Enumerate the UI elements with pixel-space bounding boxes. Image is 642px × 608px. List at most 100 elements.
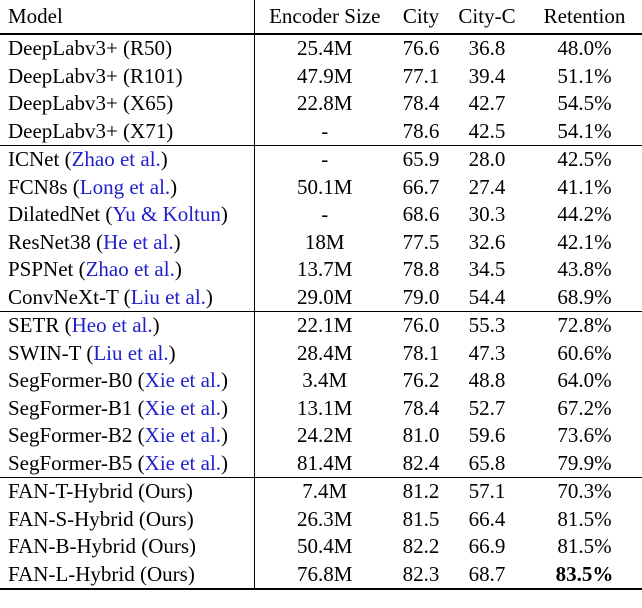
- retention-cell: 81.5%: [557, 506, 612, 531]
- model-cell: DeepLabv3+ (R50): [0, 34, 255, 63]
- city-miou-cell: 76.0: [395, 311, 447, 340]
- city-c-miou-cell: 47.3: [468, 340, 506, 365]
- table-row: SegFormer-B0 (Xie et al.) 3.4M 76.2 48.8 64.…: [0, 367, 642, 395]
- citation-link[interactable]: Liu et al.: [130, 284, 206, 309]
- model-cell: SegFormer-B1 (Xie et al.): [0, 394, 255, 422]
- retention-cell: 68.9%: [557, 284, 612, 309]
- model-cell: FAN-S-Hybrid (Ours): [0, 505, 255, 533]
- city-c-miou-cell: 27.4: [468, 174, 506, 199]
- model-cell: SETR (Heo et al.): [0, 311, 255, 340]
- citation-link[interactable]: He et al.: [103, 229, 174, 254]
- retention-cell: 81.5%: [557, 534, 612, 559]
- table-row: SETR (Heo et al.) 22.1M 76.0 55.3 72.8%: [0, 311, 642, 340]
- encoder-size-cell: 13.1M: [297, 395, 353, 420]
- city-c-miou-cell: 28.0: [447, 145, 527, 174]
- model-variant-label: Ours: [145, 479, 186, 504]
- model-cell: FAN-T-Hybrid (Ours): [0, 477, 255, 506]
- encoder-size-cell: 81.4M: [297, 450, 353, 475]
- citation-link[interactable]: Liu et al.: [93, 340, 169, 365]
- encoder-size-cell: 76.8M: [297, 561, 353, 586]
- table-row: ResNet38 (He et al.) 18M 77.5 32.6 42.1%: [0, 228, 642, 256]
- city-miou-cell: 78.6: [402, 118, 440, 143]
- column-header-city: City: [402, 4, 440, 28]
- city-c-miou-cell: 57.1: [447, 477, 527, 506]
- citation-link[interactable]: Xie et al.: [144, 368, 222, 393]
- city-c-miou-cell: 34.5: [468, 257, 506, 282]
- city-c-miou-cell: 32.6: [468, 229, 506, 254]
- city-c-miou-cell: 42.5: [468, 118, 506, 143]
- encoder-size-cell: 28.4M: [297, 340, 353, 365]
- city-c-miou-cell: 42.7: [468, 91, 506, 116]
- city-miou-cell: 76.2: [402, 368, 440, 393]
- retention-cell: 51.1%: [557, 63, 612, 88]
- encoder-size-cell: 47.9M: [297, 63, 353, 88]
- city-miou-cell: 78.8: [402, 257, 440, 282]
- citation-link[interactable]: Xie et al.: [144, 450, 222, 475]
- citation-link[interactable]: Xie et al.: [144, 423, 222, 448]
- model-cell: SegFormer-B2 (Xie et al.): [0, 422, 255, 450]
- column-header-encoder_size: Encoder Size: [269, 4, 381, 28]
- table-row: ConvNeXt-T (Liu et al.) 29.0M 79.0 54.4 68.9…: [0, 283, 642, 312]
- city-miou-cell: 79.0: [402, 284, 440, 309]
- retention-cell: 70.3%: [527, 477, 642, 506]
- city-c-miou-cell: 54.4: [468, 284, 506, 309]
- retention-cell: 54.1%: [557, 118, 612, 143]
- city-miou-cell: 78.1: [402, 340, 440, 365]
- city-c-miou-cell: 68.7: [468, 561, 506, 586]
- encoder-size-cell: 26.3M: [297, 506, 353, 531]
- city-c-miou-cell: 66.9: [468, 534, 506, 559]
- encoder-size-cell: 50.4M: [297, 534, 353, 559]
- encoder-size-cell: 13.7M: [297, 257, 353, 282]
- retention-cell: 60.6%: [557, 340, 612, 365]
- table-row: SegFormer-B2 (Xie et al.) 24.2M 81.0 59.6 73…: [0, 422, 642, 450]
- encoder-size-cell: 50.1M: [297, 174, 353, 199]
- retention-cell: 79.9%: [557, 450, 612, 475]
- table-row: SegFormer-B5 (Xie et al.) 81.4M 82.4 65.8 79…: [0, 449, 642, 478]
- encoder-size-cell: -: [321, 202, 329, 227]
- model-cell: DeepLabv3+ (X65): [0, 90, 255, 118]
- retention-cell: 41.1%: [557, 174, 612, 199]
- model-variant-label: X71: [130, 118, 167, 143]
- model-cell: FAN-L-Hybrid (Ours): [0, 560, 255, 589]
- encoder-size-cell: 3.4M: [302, 368, 348, 393]
- retention-cell: 42.1%: [557, 229, 612, 254]
- citation-link[interactable]: Long et al.: [79, 174, 171, 199]
- citation-link[interactable]: Yu & Koltun: [112, 202, 221, 227]
- city-miou-cell: 81.5: [402, 506, 440, 531]
- encoder-size-cell: 24.2M: [297, 423, 353, 448]
- citation-link[interactable]: Zhao et al.: [85, 257, 175, 282]
- header-row: Model Encoder Size City City-C Retention: [0, 0, 642, 34]
- table-row: SegFormer-B1 (Xie et al.) 13.1M 78.4 52.7 67…: [0, 394, 642, 422]
- retention-cell: 67.2%: [557, 395, 612, 420]
- retention-cell: 72.8%: [527, 311, 642, 340]
- group-cnn-baselines: ICNet (Zhao et al.) -65.9 28.0 42.5% FCN8s (…: [0, 145, 642, 312]
- city-miou-cell: 65.9: [395, 145, 447, 174]
- city-miou-cell: 82.4: [402, 450, 440, 475]
- retention-cell: 42.5%: [527, 145, 642, 174]
- model-variant-label: Ours: [148, 534, 190, 559]
- model-cell: ResNet38 (He et al.): [0, 228, 255, 256]
- citation-link[interactable]: Heo et al.: [71, 313, 153, 338]
- citation-link[interactable]: Xie et al.: [144, 395, 222, 420]
- group-deeplab-baselines: DeepLabv3+ (R50) 25.4M 76.6 36.8 48.0% DeepLa…: [0, 34, 642, 146]
- table-row: FAN-B-Hybrid (Ours) 50.4M 82.2 66.9 81.5%: [0, 533, 642, 561]
- model-cell: SWIN-T (Liu et al.): [0, 339, 255, 367]
- encoder-size-cell: 18M: [304, 229, 345, 254]
- column-header-retention: Retention: [543, 4, 626, 28]
- citation-link[interactable]: Zhao et al.: [71, 147, 161, 172]
- city-c-miou-cell: 30.3: [468, 202, 506, 227]
- city-miou-cell: 78.4: [402, 395, 440, 420]
- model-cell: SegFormer-B0 (Xie et al.): [0, 367, 255, 395]
- model-cell: DeepLabv3+ (X71): [0, 117, 255, 146]
- table-row: FAN-T-Hybrid (Ours) 7.4M 81.2 57.1 70.3%: [0, 477, 642, 506]
- model-cell: SegFormer-B5 (Xie et al.): [0, 449, 255, 478]
- model-variant-label: R50: [130, 36, 166, 61]
- table-row: DeepLabv3+ (R50) 25.4M 76.6 36.8 48.0%: [0, 34, 642, 63]
- column-header-city_c: City-C: [458, 4, 516, 28]
- encoder-size-cell: -: [321, 118, 329, 143]
- retention-cell: 54.5%: [557, 91, 612, 116]
- model-cell: ICNet (Zhao et al.): [0, 145, 255, 174]
- retention-cell: 73.6%: [557, 423, 612, 448]
- model-cell: DilatedNet (Yu & Koltun): [0, 201, 255, 229]
- table-row: DilatedNet (Yu & Koltun) - 68.6 30.3 44.2%: [0, 201, 642, 229]
